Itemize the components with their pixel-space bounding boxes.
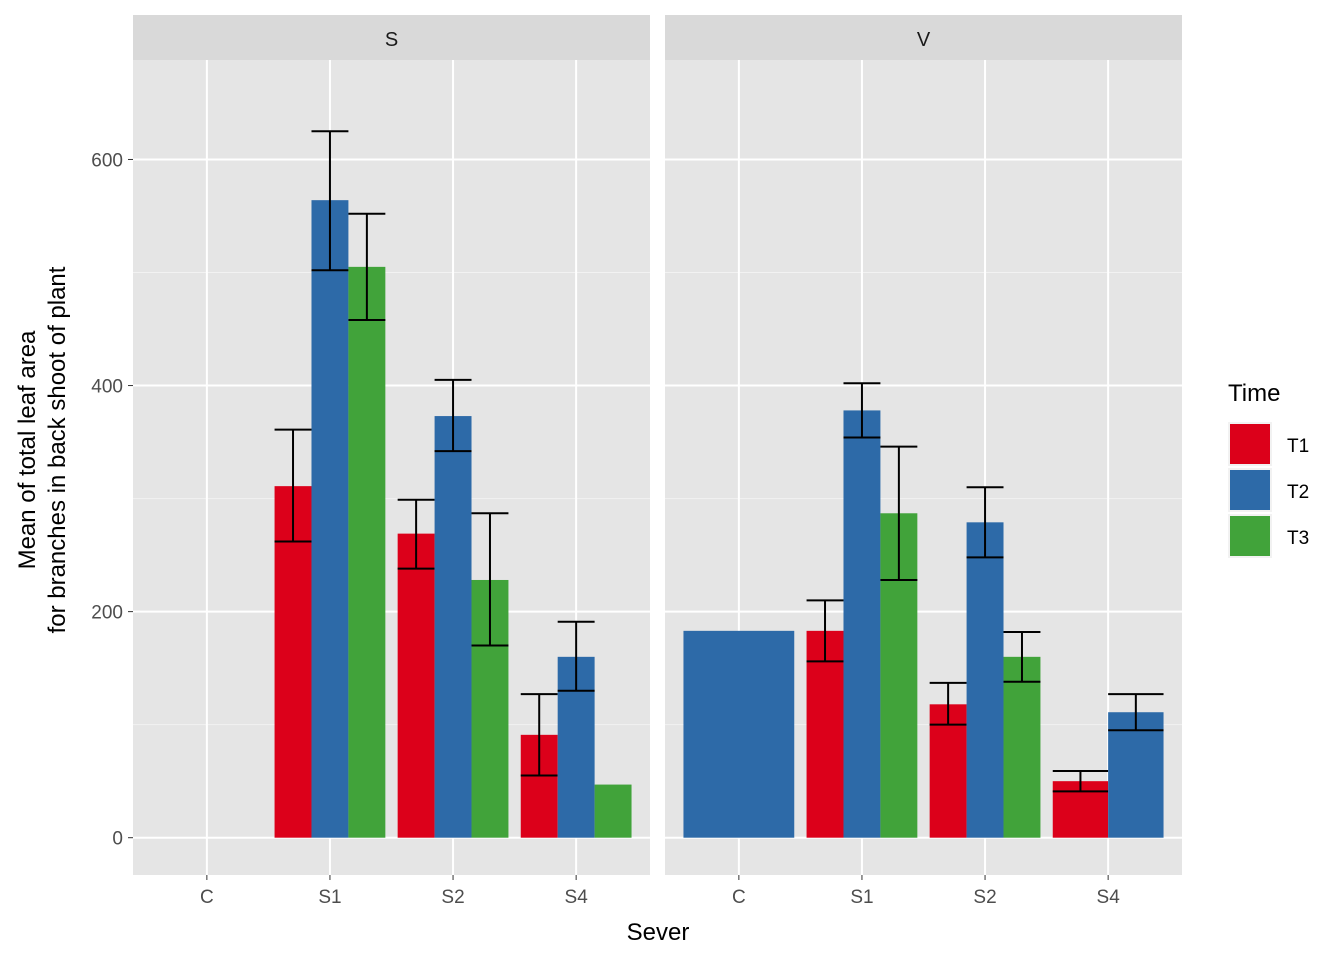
x-tick-label: S1: [318, 887, 341, 908]
y-tick-label: 400: [91, 377, 123, 398]
bar-S2-T1: [929, 704, 967, 838]
y-axis-title-line: Mean of total leaf area: [14, 330, 41, 569]
panel-V: C S1 S2 S4 V: [665, 15, 1182, 908]
bar-S4-T2: [1108, 712, 1164, 838]
y-tick-label: 0: [112, 829, 123, 850]
facet-label: V: [917, 29, 931, 51]
bar-S1-T1: [806, 630, 844, 838]
y-tick-label: 600: [91, 150, 123, 171]
bar-S1-T1: [274, 486, 312, 838]
bar-C-T2: [683, 630, 795, 838]
legend-key-T2: [1230, 470, 1270, 510]
x-tick-label: S2: [441, 887, 464, 908]
bar-S4-T3: [594, 784, 632, 838]
bar-S2-T3: [1003, 656, 1041, 838]
bar-S1-T3: [348, 266, 386, 838]
y-axis-title: Mean of total leaf area for branches in b…: [14, 266, 71, 633]
x-tick-label: S4: [1097, 887, 1121, 908]
y-tick-label: 200: [91, 603, 123, 624]
bar-S1-T2: [843, 410, 881, 838]
x-tick-label: S2: [973, 887, 996, 908]
legend-label: T2: [1287, 482, 1309, 503]
legend-key-T1: [1230, 424, 1270, 464]
legend-label: T3: [1287, 528, 1309, 549]
bar-S1-T2: [311, 200, 349, 838]
facet-label: S: [385, 29, 398, 51]
bar-S2-T2: [966, 522, 1004, 838]
x-tick-label: S4: [565, 887, 589, 908]
facet-strip: [665, 15, 1182, 60]
x-tick-label: S1: [850, 887, 873, 908]
legend-key-T3: [1230, 516, 1270, 556]
y-axis-title-line: for branches in back shoot of plant: [44, 266, 71, 633]
x-axis-title: Sever: [627, 919, 690, 946]
bar-S2-T1: [397, 533, 435, 838]
panel-S: C S1 S2 S4 S: [133, 15, 650, 908]
legend-title: Time: [1228, 380, 1280, 407]
bar-S2-T2: [434, 416, 472, 838]
facet-strip: [133, 15, 650, 60]
x-tick-label: C: [200, 887, 214, 908]
legend-label: T1: [1287, 436, 1309, 457]
x-tick-label: C: [732, 887, 746, 908]
